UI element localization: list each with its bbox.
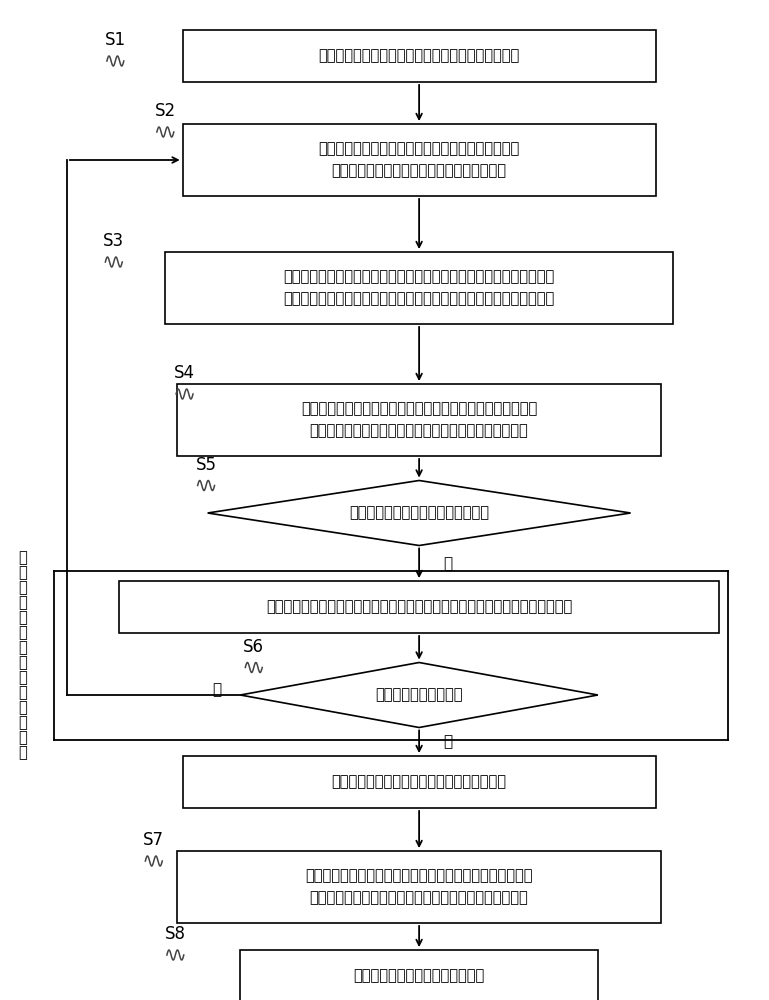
FancyBboxPatch shape [183,30,655,82]
Text: 是: 是 [212,682,221,698]
Text: S4: S4 [174,364,195,382]
FancyBboxPatch shape [240,950,598,1000]
FancyBboxPatch shape [183,756,655,808]
Text: 输出提取结果并作为船舶典型航道: 输出提取结果并作为船舶典型航道 [354,968,484,984]
Text: 是否有新增聚类轨迹段: 是否有新增聚类轨迹段 [375,688,463,702]
Text: S8: S8 [165,925,186,943]
Text: 获取当前末端轨迹点对应轨迹段预设邻域范围内的轨迹段，并归类为聚类轨迹段: 获取当前末端轨迹点对应轨迹段预设邻域范围内的轨迹段，并归类为聚类轨迹段 [266,599,572,614]
Text: 综合相似度量是否大于预设度量阈值: 综合相似度量是否大于预设度量阈值 [349,506,489,520]
Polygon shape [240,662,598,728]
FancyBboxPatch shape [165,252,673,324]
Text: S5: S5 [195,456,217,474]
Text: 根据当前末端轨迹点与相应配对轨迹点处的目标函数计算曲线
长度距离，并结合轨迹段的航行数据计算综合相似度度量: 根据当前末端轨迹点与相应配对轨迹点处的目标函数计算曲线 长度距离，并结合轨迹段的… [301,401,538,439]
Polygon shape [208,481,631,546]
FancyBboxPatch shape [177,384,661,456]
Text: S3: S3 [103,232,125,250]
Text: S2: S2 [155,102,176,120]
Text: 是: 是 [444,556,453,571]
Text: 获取当前轨迹段中的末端轨迹点与其对应船舶轨迹的
首端轨迹点之间曲线长度归一化后的加权长度: 获取当前轨迹段中的末端轨迹点与其对应船舶轨迹的 首端轨迹点之间曲线长度归一化后的… [318,141,520,179]
FancyBboxPatch shape [183,124,655,196]
Text: 否: 否 [444,734,453,749]
Text: 以
新
增
的
各
聚
类
轨
迹
段
作
为
输
入: 以 新 增 的 各 聚 类 轨 迹 段 作 为 输 入 [18,550,28,760]
FancyBboxPatch shape [177,851,661,923]
Text: S6: S6 [243,638,265,656]
Text: 根据当前末端轨迹点的加权长度在对应船舶轨迹中的比例，通过线性插
值法获取其它船舶轨迹中相同加权长度比例处的轨迹点作为配对轨迹点: 根据当前末端轨迹点的加权长度在对应船舶轨迹中的比例，通过线性插 值法获取其它船舶… [284,269,554,307]
Text: 提取船舶轨迹聚类结果中的聚类中心轨迹，并以聚类中心轨
迹为锚点进行垂直于航向上扇形扫描区域的航道范围提取: 提取船舶轨迹聚类结果中的聚类中心轨迹，并以聚类中心轨 迹为锚点进行垂直于航向上扇… [305,868,533,906]
Text: 获取船舶轨迹集中的各轨迹段并归类为未归类轨迹段: 获取船舶轨迹集中的各轨迹段并归类为未归类轨迹段 [318,48,520,64]
Text: S7: S7 [143,831,165,849]
Text: 根据当前的聚类轨迹段获取船舶轨迹聚类结果: 根据当前的聚类轨迹段获取船舶轨迹聚类结果 [331,774,507,790]
Text: S1: S1 [105,31,126,49]
FancyBboxPatch shape [119,581,719,633]
